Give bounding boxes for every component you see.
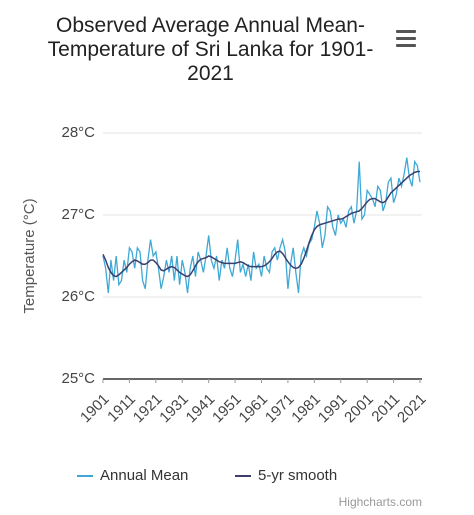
y-tick-label: 28°C bbox=[61, 124, 95, 141]
x-tick-label: 1971 bbox=[262, 391, 298, 427]
x-tick-label: 1941 bbox=[183, 391, 219, 427]
x-tick-label: 1991 bbox=[315, 391, 351, 427]
x-tick-label: 1951 bbox=[209, 391, 245, 427]
x-tick-label: 2021 bbox=[394, 391, 430, 427]
y-axis-title: Temperature (°C) bbox=[21, 198, 38, 313]
x-tick-label: 1981 bbox=[288, 391, 324, 427]
x-tick-label: 1921 bbox=[130, 391, 166, 427]
x-tick-label: 1931 bbox=[156, 391, 192, 427]
y-tick-label: 26°C bbox=[61, 288, 95, 305]
menu-bar bbox=[396, 44, 416, 47]
x-tick-label: 2011 bbox=[368, 391, 403, 426]
menu-button[interactable] bbox=[396, 30, 416, 47]
menu-bar bbox=[396, 37, 416, 40]
x-tick-label: 1901 bbox=[77, 391, 113, 427]
menu-bar bbox=[396, 30, 416, 33]
line-series bbox=[102, 170, 420, 278]
chart-title: Observed Average Annual Mean-Temperature… bbox=[47, 14, 374, 85]
y-tick-label: 27°C bbox=[61, 206, 95, 223]
legend-label[interactable]: Annual Mean bbox=[100, 467, 188, 484]
credits[interactable]: Highcharts.com bbox=[339, 495, 422, 509]
y-tick-label: 25°C bbox=[61, 370, 95, 387]
x-tick-label: 1911 bbox=[104, 391, 139, 426]
line-series bbox=[102, 157, 421, 293]
x-tick-label: 2001 bbox=[341, 391, 377, 427]
legend-label[interactable]: 5-yr smooth bbox=[258, 467, 337, 484]
x-tick-label: 1961 bbox=[236, 391, 272, 427]
